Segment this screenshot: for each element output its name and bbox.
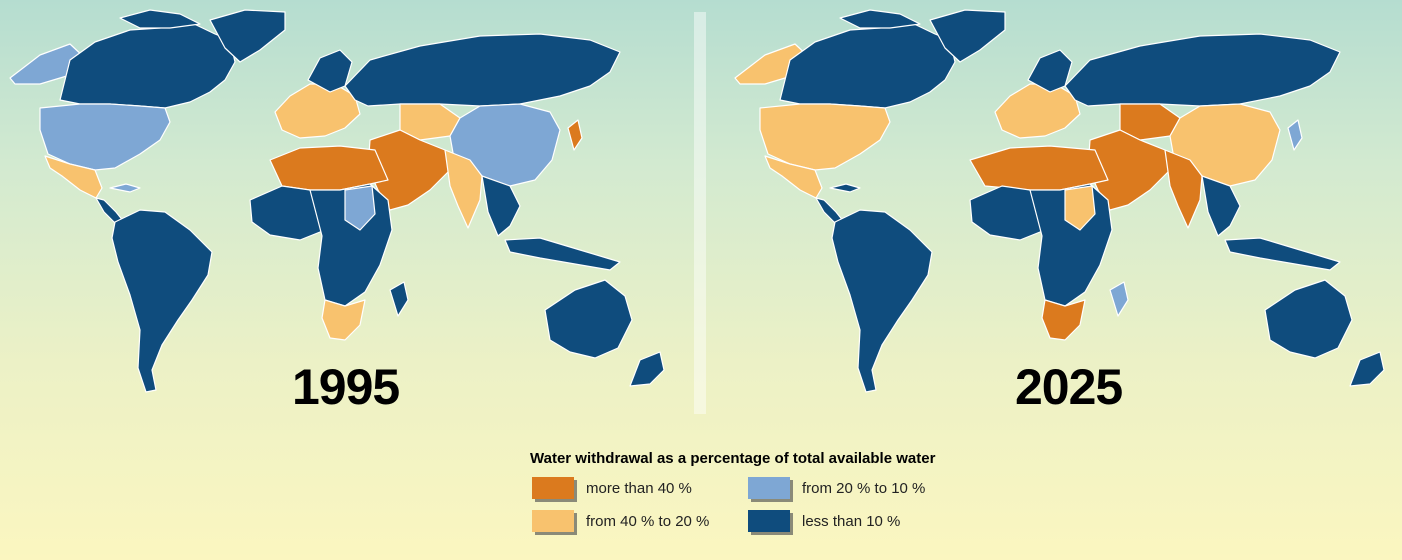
region-madagascar xyxy=(1109,281,1129,317)
region-canada xyxy=(779,21,956,109)
region-south-america xyxy=(831,209,933,393)
region-greenland xyxy=(929,9,1006,63)
region-southeast-asia xyxy=(1201,175,1241,237)
region-new-zealand xyxy=(629,351,665,387)
region-south-america xyxy=(111,209,213,393)
legend-label: more than 40 % xyxy=(586,479,692,497)
region-madagascar xyxy=(389,281,409,317)
region-japan xyxy=(1287,119,1303,151)
legend: Water withdrawal as a percentage of tota… xyxy=(530,450,1050,550)
region-indonesia xyxy=(1224,237,1341,271)
region-russia xyxy=(344,33,621,107)
region-north-africa xyxy=(269,145,389,191)
legend-item-40-to-20: from 40 % to 20 % xyxy=(532,510,709,532)
region-arctic-islands xyxy=(119,9,201,29)
region-europe xyxy=(994,83,1081,139)
region-australia xyxy=(1264,279,1353,359)
region-greenland xyxy=(209,9,286,63)
legend-title: Water withdrawal as a percentage of tota… xyxy=(530,450,936,467)
region-arctic-islands xyxy=(839,9,921,29)
region-scandinavia xyxy=(1027,49,1073,93)
panel-divider xyxy=(694,12,706,414)
region-scandinavia xyxy=(307,49,353,93)
legend-swatch xyxy=(532,510,574,532)
legend-label: from 40 % to 20 % xyxy=(586,512,710,530)
year-label: 2025 xyxy=(1015,359,1123,415)
legend-item-20-to-10: from 20 % to 10 % xyxy=(748,477,925,499)
legend-item-more-than-40: more than 40 % xyxy=(532,477,692,499)
region-new-zealand xyxy=(1349,351,1385,387)
region-russia xyxy=(1064,33,1341,107)
year-label: 1995 xyxy=(292,359,400,415)
region-india xyxy=(1164,149,1203,229)
legend-swatch xyxy=(748,477,790,499)
region-south-africa xyxy=(1041,299,1086,341)
region-india xyxy=(444,149,483,229)
map-panel-2025: 2025 xyxy=(710,0,1402,420)
region-north-africa xyxy=(969,145,1109,191)
region-usa xyxy=(39,103,171,171)
region-sudan xyxy=(344,185,376,231)
legend-label: from 20 % to 10 % xyxy=(802,479,926,497)
region-sudan xyxy=(1064,185,1096,231)
legend-swatch xyxy=(532,477,574,499)
legend-label: less than 10 % xyxy=(802,512,901,530)
region-australia xyxy=(544,279,633,359)
region-southeast-asia xyxy=(481,175,521,237)
map-panel-1995: 1995 xyxy=(0,0,690,420)
legend-swatch xyxy=(748,510,790,532)
world-map-2025 xyxy=(734,9,1385,393)
world-map-1995 xyxy=(9,9,665,393)
region-japan xyxy=(567,119,583,151)
region-europe xyxy=(274,83,361,139)
legend-item-less-than-10: less than 10 % xyxy=(748,510,900,532)
region-canada xyxy=(59,21,236,109)
region-caribbean xyxy=(109,183,141,193)
region-south-africa xyxy=(321,299,366,341)
region-usa xyxy=(759,103,891,171)
region-indonesia xyxy=(504,237,621,271)
region-caribbean xyxy=(829,183,861,193)
